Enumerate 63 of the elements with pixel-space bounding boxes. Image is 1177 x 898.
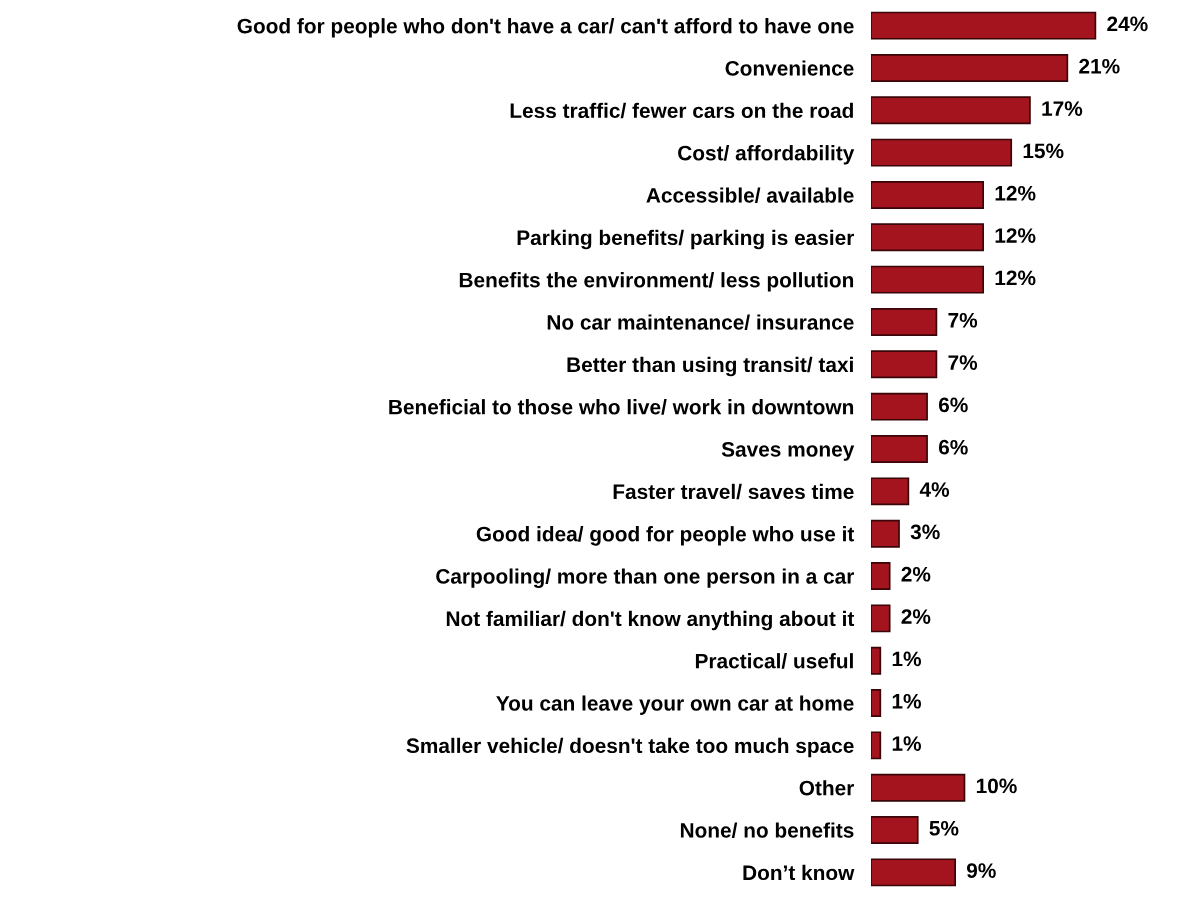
bar [870, 858, 956, 887]
y-tick-label: Cost/ affordability [678, 145, 855, 165]
bar [870, 731, 882, 760]
y-tick-label: Don’t know [743, 864, 855, 881]
data-label: 1% [892, 736, 921, 751]
data-label: 1% [892, 651, 921, 667]
data-label: 7% [948, 355, 978, 370]
y-tick-label: Parking benefits/ parking is easier [517, 229, 855, 250]
data-label: 4% [919, 482, 950, 497]
bar [870, 646, 882, 675]
bar [870, 689, 882, 717]
bar [870, 392, 928, 421]
y-tick-label: Good for people who don't have a car/ can't afford to have one [237, 18, 854, 38]
bar [870, 265, 985, 294]
bar [870, 181, 985, 209]
data-label: 9% [966, 863, 996, 878]
y-tick-label: Practical/ useful [695, 653, 853, 669]
data-label: 7% [948, 312, 978, 328]
data-label: 1% [892, 693, 921, 709]
y-tick-label: Better than using transit/ taxi [567, 356, 853, 377]
bar [870, 773, 966, 802]
bar [870, 223, 985, 252]
bar [870, 562, 891, 590]
data-label: 6% [938, 439, 968, 455]
bar [870, 308, 938, 336]
bar [870, 138, 1013, 167]
bar [870, 54, 1069, 82]
y-tick-label: Saves money [721, 442, 855, 461]
y-tick-label: Smaller vehicle/ doesn't take too much space [406, 737, 854, 758]
data-label: 21% [1079, 58, 1120, 74]
bar [870, 350, 938, 379]
y-tick-label: Not familiar/ don't know anything about it [446, 610, 855, 631]
y-tick-label: You can leave your own car at home [496, 695, 854, 715]
data-label: 17% [1042, 101, 1083, 116]
y-tick-label: Convenience [725, 60, 854, 76]
bar [870, 11, 1097, 40]
y-tick-label: Carpooling/ more than one person in a car [436, 568, 855, 588]
y-tick-label: Beneficial to those who live/ work in downtown [389, 399, 854, 415]
bar [870, 816, 919, 844]
y-tick-label: Accessible/ available [646, 187, 854, 203]
bar [870, 519, 900, 548]
y-tick-label: Benefits the environment/ less pollution [459, 272, 854, 292]
y-tick-label: Other [799, 780, 854, 796]
data-label: 2% [901, 609, 931, 624]
data-label: 10% [976, 778, 1017, 794]
y-tick-label: Faster travel/ saves time [613, 483, 854, 500]
bar [870, 604, 891, 633]
data-label: 6% [938, 397, 968, 413]
data-label: 12% [995, 228, 1036, 243]
data-label: 12% [995, 270, 1036, 286]
y-tick-label: Less traffic/ fewer cars on the road [510, 102, 853, 119]
bar [870, 96, 1031, 125]
bar [870, 477, 910, 506]
data-label: 2% [901, 566, 931, 582]
data-label: 3% [910, 524, 940, 540]
data-label: 15% [1023, 143, 1064, 159]
data-label: 5% [929, 820, 959, 836]
bar [870, 435, 928, 463]
y-tick-label: Good idea/ good for people who use it [476, 526, 855, 546]
data-label: 12% [995, 185, 1036, 201]
y-tick-label: No car maintenance/ insurance [547, 314, 854, 330]
y-tick-label: None/ no benefits [680, 822, 854, 838]
data-label: 24% [1107, 16, 1148, 32]
